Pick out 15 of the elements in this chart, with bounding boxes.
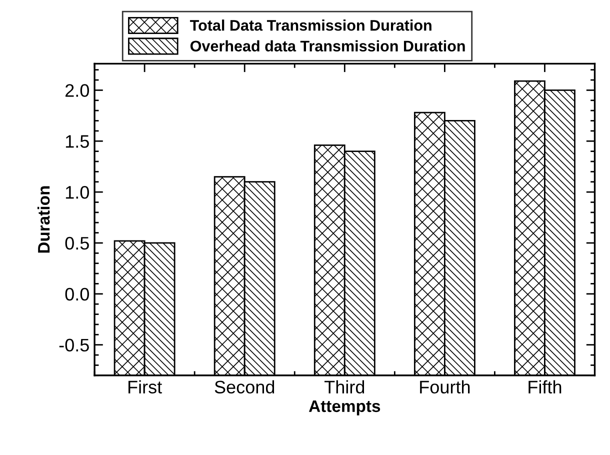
y-tick-label: 2.0: [66, 84, 89, 97]
y-tick-label: 0.5: [65, 236, 89, 250]
x-tick-label: Fourth: [420, 380, 470, 394]
y-tick-label: -0.5: [59, 338, 89, 352]
y-tick-label: 0.0: [65, 288, 89, 301]
legend-label: Overhead data Transmission Duration: [190, 40, 465, 52]
y-axis-title: Duration: [37, 186, 50, 253]
legend-label: Total Data Transmission Duration: [190, 20, 432, 31]
y-tick-label: 1.0: [66, 186, 89, 199]
x-axis-title: Attempts: [308, 400, 380, 416]
x-tick-label: Fifth: [528, 380, 562, 394]
y-tick-label: 1.5: [66, 135, 89, 148]
x-tick-label: First: [128, 380, 162, 394]
x-tick-label: Second: [214, 380, 274, 394]
x-tick-label: Third: [324, 380, 364, 394]
